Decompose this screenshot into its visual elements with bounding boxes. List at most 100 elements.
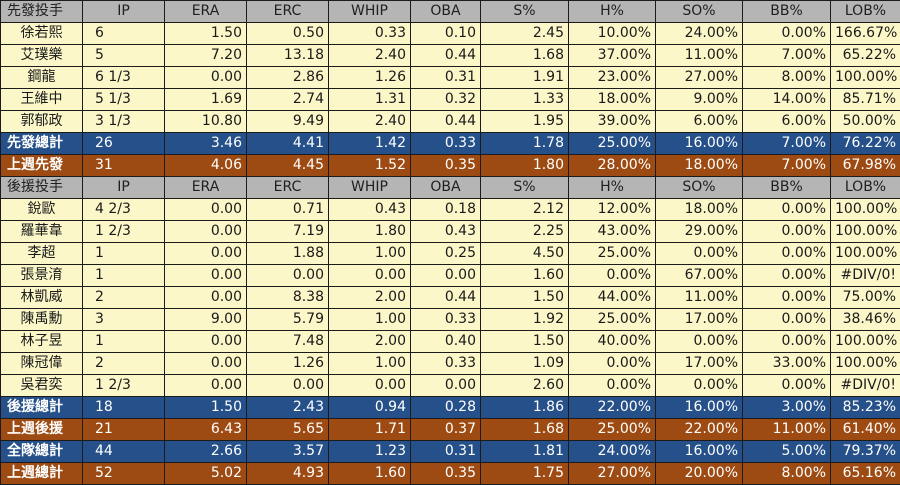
stat-cell: 7.00% xyxy=(743,133,831,155)
stat-cell: 7.20 xyxy=(165,45,247,67)
stat-cell: 0.00 xyxy=(165,221,247,243)
stat-cell: 0.00 xyxy=(247,265,329,287)
stat-cell: 5 xyxy=(83,45,165,67)
stat-cell: 25.00% xyxy=(569,133,656,155)
stat-cell: 44 xyxy=(83,441,165,463)
pitcher-name: 王維中 xyxy=(1,89,83,111)
stat-cell: 2.66 xyxy=(165,441,247,463)
stat-cell: 0.00% xyxy=(569,375,656,397)
stat-cell: 1.52 xyxy=(329,155,411,177)
stat-cell: 3.00% xyxy=(743,397,831,419)
pitcher-name: 陳禹勳 xyxy=(1,309,83,331)
stat-cell: 1.68 xyxy=(481,45,569,67)
stat-cell: 79.37% xyxy=(831,441,900,463)
stat-cell: 1 2/3 xyxy=(83,375,165,397)
stat-cell: 12.00% xyxy=(569,199,656,221)
stat-cell: 2.86 xyxy=(247,67,329,89)
stat-cell: 11.00% xyxy=(656,287,743,309)
stat-cell: 1.00 xyxy=(329,353,411,375)
stat-cell: 13.18 xyxy=(247,45,329,67)
stat-cell: 43.00% xyxy=(569,221,656,243)
stat-cell: 8.00% xyxy=(743,67,831,89)
stat-cell: IP xyxy=(83,177,165,199)
pitcher-name: 徐若熙 xyxy=(1,23,83,45)
stat-cell: SO% xyxy=(656,1,743,23)
stat-cell: 0.40 xyxy=(411,331,481,353)
stat-cell: 0.00% xyxy=(743,375,831,397)
stat-cell: 100.00% xyxy=(831,331,900,353)
pitcher-name: 陳冠偉 xyxy=(1,353,83,375)
stat-cell: 5.65 xyxy=(247,419,329,441)
stat-cell: 29.00% xyxy=(656,221,743,243)
section-label: 後援投手 xyxy=(1,177,83,199)
stat-cell: 0.00 xyxy=(247,375,329,397)
stat-cell: 2.40 xyxy=(329,111,411,133)
stat-cell: 0.00% xyxy=(569,265,656,287)
stat-cell: BB% xyxy=(743,177,831,199)
stat-cell: 2.43 xyxy=(247,397,329,419)
stat-cell: 18 xyxy=(83,397,165,419)
stat-cell: 7.00% xyxy=(743,45,831,67)
stat-cell: 5.00% xyxy=(743,441,831,463)
stat-cell: 1.71 xyxy=(329,419,411,441)
stat-cell: 0.00% xyxy=(569,353,656,375)
stat-cell: 39.00% xyxy=(569,111,656,133)
stat-cell: S% xyxy=(481,177,569,199)
stat-cell: 0.50 xyxy=(247,23,329,45)
stat-cell: 1.80 xyxy=(481,155,569,177)
total-label: 全隊總計 xyxy=(1,441,83,463)
stat-cell: 0.00 xyxy=(165,199,247,221)
stat-cell: 1.68 xyxy=(481,419,569,441)
stat-cell: 31 xyxy=(83,155,165,177)
stat-cell: 1.31 xyxy=(329,89,411,111)
stat-cell: 1.91 xyxy=(481,67,569,89)
stat-cell: OBA xyxy=(411,1,481,23)
stat-cell: 0.43 xyxy=(411,221,481,243)
stat-cell: 0.00% xyxy=(743,287,831,309)
stat-cell: 17.00% xyxy=(656,309,743,331)
stat-cell: 1.50 xyxy=(165,23,247,45)
stat-cell: 1 xyxy=(83,265,165,287)
stat-cell: 17.00% xyxy=(656,353,743,375)
stat-cell: 1.92 xyxy=(481,309,569,331)
stat-cell: 1.95 xyxy=(481,111,569,133)
pitcher-name: 銳歐 xyxy=(1,199,83,221)
stat-cell: 0.00 xyxy=(411,375,481,397)
stat-cell: #DIV/0! xyxy=(831,375,900,397)
stat-cell: 10.00% xyxy=(569,23,656,45)
stat-cell: 0.00% xyxy=(743,23,831,45)
stat-cell: 6.00% xyxy=(743,111,831,133)
stat-cell: 37.00% xyxy=(569,45,656,67)
stat-cell: 40.00% xyxy=(569,331,656,353)
stat-cell: 16.00% xyxy=(656,397,743,419)
total-label: 上週先發 xyxy=(1,155,83,177)
stat-cell: 0.00% xyxy=(656,243,743,265)
stat-cell: 16.00% xyxy=(656,441,743,463)
stat-cell: H% xyxy=(569,177,656,199)
stat-cell: 2.00 xyxy=(329,287,411,309)
stat-cell: 1.75 xyxy=(481,463,569,485)
stat-cell: 5.02 xyxy=(165,463,247,485)
stat-cell: 7.19 xyxy=(247,221,329,243)
stat-cell: 0.71 xyxy=(247,199,329,221)
stat-cell: 1.00 xyxy=(329,309,411,331)
stat-cell: 0.00% xyxy=(656,375,743,397)
stat-cell: 0.33 xyxy=(411,133,481,155)
stat-cell: 2.12 xyxy=(481,199,569,221)
stat-cell: 3.46 xyxy=(165,133,247,155)
stat-cell: 4.06 xyxy=(165,155,247,177)
stat-cell: 1.78 xyxy=(481,133,569,155)
stat-cell: 0.00% xyxy=(656,331,743,353)
stat-cell: 0.00 xyxy=(165,243,247,265)
stat-cell: 26 xyxy=(83,133,165,155)
stat-cell: 22.00% xyxy=(656,419,743,441)
stat-cell: 2.45 xyxy=(481,23,569,45)
stat-cell: 6.00% xyxy=(656,111,743,133)
